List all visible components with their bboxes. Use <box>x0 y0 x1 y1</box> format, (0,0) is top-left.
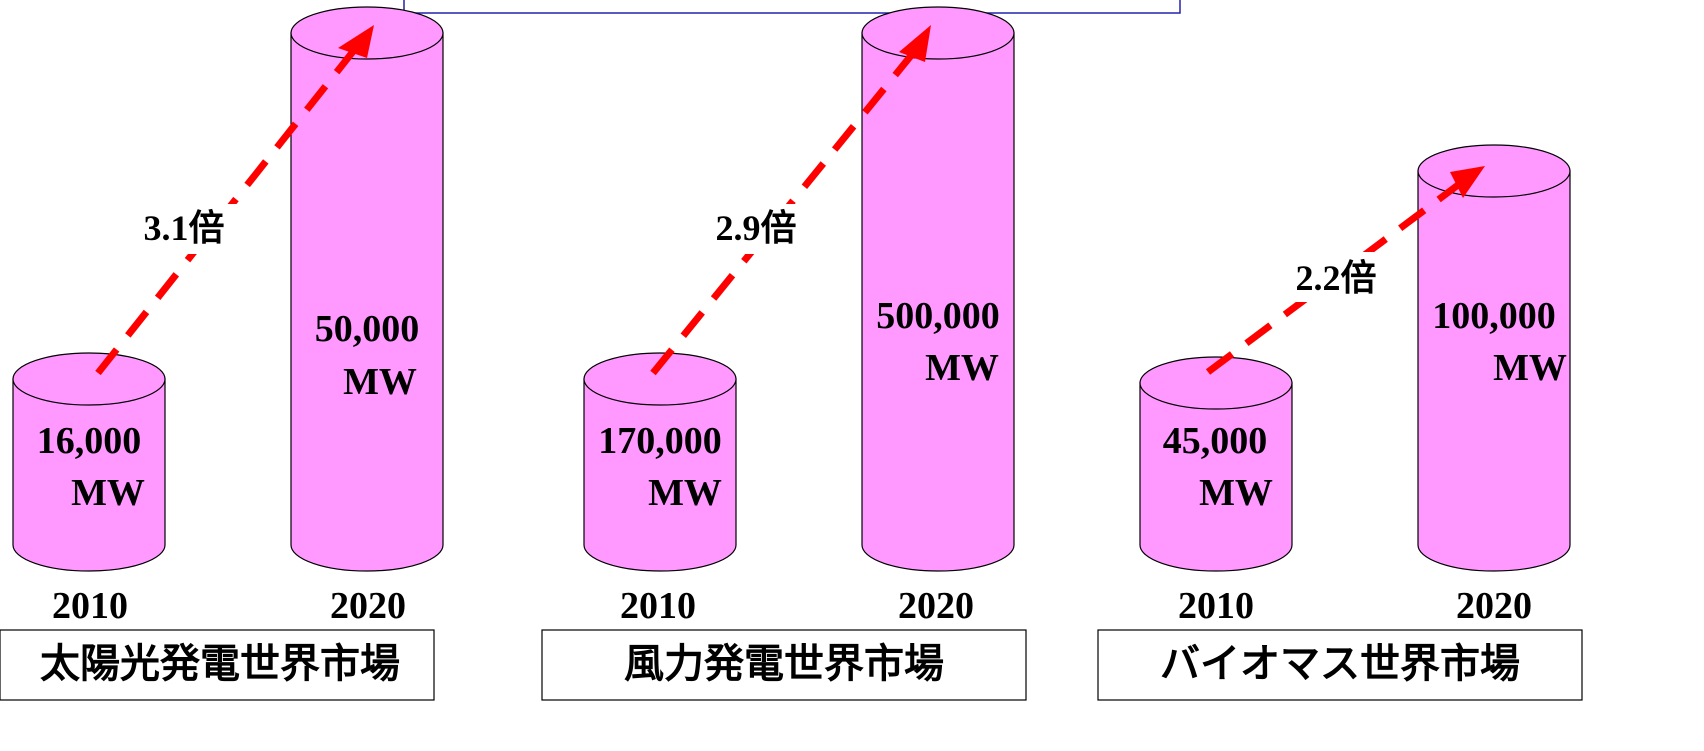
bar-unit-label: MW <box>1493 347 1567 389</box>
bar-unit-label: MW <box>925 347 999 389</box>
top-banner <box>403 0 1181 14</box>
chart-title: バイオマス世界市場 <box>1160 641 1520 687</box>
panel-solar: 16,000 MW 50,000 MW 3.1倍 2010 2020 太陽光発電… <box>0 6 444 701</box>
x-tick-label: 2010 <box>620 585 696 627</box>
ratio-label: 2.9倍 <box>715 208 796 248</box>
ratio-label-bg <box>136 204 240 254</box>
ratio-label: 3.1倍 <box>143 208 224 248</box>
x-tick-label: 2020 <box>1456 585 1532 627</box>
chart-title-box <box>0 629 435 701</box>
panel-biomass: 45,000 MW 100,000 MW 2.2倍 2010 2020 バイオマ… <box>1097 144 1583 701</box>
ratio-label-bg <box>706 204 810 254</box>
x-tick-label: 2010 <box>1178 585 1254 627</box>
bar-value-label: 500,000 <box>876 295 1000 337</box>
bar-unit-label: MW <box>343 361 417 403</box>
ratio-label: 2.2倍 <box>1295 258 1376 298</box>
cylinder-2010 <box>583 352 737 572</box>
bar-unit-label: MW <box>1199 472 1273 514</box>
chart-title: 太陽光発電世界市場 <box>40 641 400 687</box>
cylinder-2010 <box>12 352 166 572</box>
chart-title-box <box>541 629 1027 701</box>
bar-value-label: 170,000 <box>598 420 722 462</box>
panel-wind: 170,000 MW 500,000 MW 2.9倍 2010 2020 風力発… <box>541 6 1027 701</box>
x-tick-label: 2020 <box>898 585 974 627</box>
cylinder-2010 <box>1139 356 1293 572</box>
bar-value-label: 45,000 <box>1163 420 1268 462</box>
bar-unit-label: MW <box>71 472 145 514</box>
x-tick-label: 2010 <box>52 585 128 627</box>
chart-title: 風力発電世界市場 <box>624 641 944 687</box>
cylinder-2020 <box>290 6 444 572</box>
bar-value-label: 100,000 <box>1432 295 1556 337</box>
x-tick-label: 2020 <box>330 585 406 627</box>
cylinder-2020 <box>861 6 1015 572</box>
bar-value-label: 16,000 <box>37 420 142 462</box>
chart-title-box <box>1097 629 1583 701</box>
bar-value-label: 50,000 <box>315 308 420 350</box>
bar-unit-label: MW <box>648 472 722 514</box>
ratio-label-bg <box>1286 252 1390 302</box>
